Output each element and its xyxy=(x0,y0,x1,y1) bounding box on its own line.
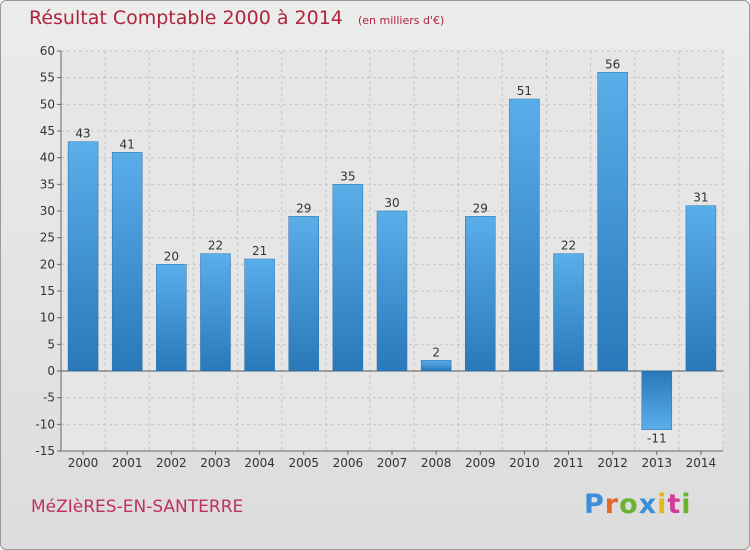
y-tick-label: 55 xyxy=(40,71,55,85)
data-label: 51 xyxy=(517,84,532,98)
chart-title: Résultat Comptable 2000 à 2014 xyxy=(29,7,343,29)
bar-2000 xyxy=(67,141,99,372)
y-tick-label: -10 xyxy=(35,417,55,431)
bar-2005 xyxy=(288,216,319,372)
data-label: 31 xyxy=(693,191,708,205)
x-tick-label: 2013 xyxy=(642,456,673,470)
x-tick-label: 2011 xyxy=(553,456,584,470)
chart-unit: (en milliers d'€) xyxy=(357,14,445,27)
data-label: 41 xyxy=(120,137,135,151)
bar-2006 xyxy=(332,184,364,372)
y-tick-label: -15 xyxy=(35,444,55,458)
data-label: 30 xyxy=(384,196,399,210)
label-layer: 43 2000 41 2001 20 2002 22 2003 21 2004 29 2005 35 20… xyxy=(68,57,716,470)
data-label: 2 xyxy=(432,345,440,359)
x-tick-label: 2012 xyxy=(597,456,628,470)
y-tick-label: 20 xyxy=(40,257,55,271)
data-label: 35 xyxy=(340,169,355,183)
bar-2014 xyxy=(685,205,717,372)
data-label: 20 xyxy=(164,249,179,263)
bar-2008 xyxy=(420,360,452,372)
y-tick-label: 30 xyxy=(40,204,55,218)
y-tick-label: 5 xyxy=(47,337,55,351)
x-tick-label: 2009 xyxy=(465,456,496,470)
data-label: 22 xyxy=(561,239,576,253)
x-tick-label: 2003 xyxy=(200,456,231,470)
bar-2012 xyxy=(597,72,628,372)
data-label: 22 xyxy=(208,239,223,253)
title-row: Résultat Comptable 2000 à 2014 (en milli… xyxy=(29,7,444,29)
data-label: 43 xyxy=(75,127,90,141)
x-tick-label: 2005 xyxy=(288,456,319,470)
x-tick-label: 2000 xyxy=(68,456,99,470)
x-tick-label: 2004 xyxy=(244,456,275,470)
data-label: 29 xyxy=(296,201,311,215)
bar-2010 xyxy=(509,98,540,372)
x-tick-label: 2010 xyxy=(509,456,540,470)
data-label: 56 xyxy=(605,57,620,71)
y-tick-label: 15 xyxy=(40,284,55,298)
y-tick-label: 45 xyxy=(40,124,55,138)
bar-2002 xyxy=(156,264,187,372)
bar-layer xyxy=(67,72,717,430)
y-tick-label: 35 xyxy=(40,177,55,191)
x-tick-label: 2001 xyxy=(112,456,143,470)
data-label: 29 xyxy=(473,201,488,215)
y-tick-label: -5 xyxy=(43,391,55,405)
y-tick-label: 0 xyxy=(47,364,55,378)
bar-2004 xyxy=(244,258,275,372)
data-label: -11 xyxy=(647,432,667,446)
location-name: MéZIèRES-EN-SANTERRE xyxy=(31,497,244,517)
x-tick-label: 2014 xyxy=(686,456,717,470)
bar-2009 xyxy=(465,216,496,372)
x-tick-label: 2006 xyxy=(333,456,364,470)
x-tick-label: 2008 xyxy=(421,456,452,470)
y-tick-label: 40 xyxy=(40,151,55,165)
x-tick-label: 2002 xyxy=(156,456,187,470)
bar-2007 xyxy=(376,210,408,372)
proxiti-logo: Proxiti xyxy=(584,489,692,520)
bar-2011 xyxy=(553,253,584,372)
bar-2013 xyxy=(641,370,673,430)
y-tick-label: 25 xyxy=(40,231,55,245)
y-tick-label: 50 xyxy=(40,97,55,111)
bar-2001 xyxy=(111,152,143,372)
bar-2003 xyxy=(200,253,231,372)
data-label: 21 xyxy=(252,244,267,258)
x-tick-label: 2007 xyxy=(377,456,408,470)
y-tick-label: 10 xyxy=(40,311,55,325)
y-tick-label: 60 xyxy=(40,44,55,58)
